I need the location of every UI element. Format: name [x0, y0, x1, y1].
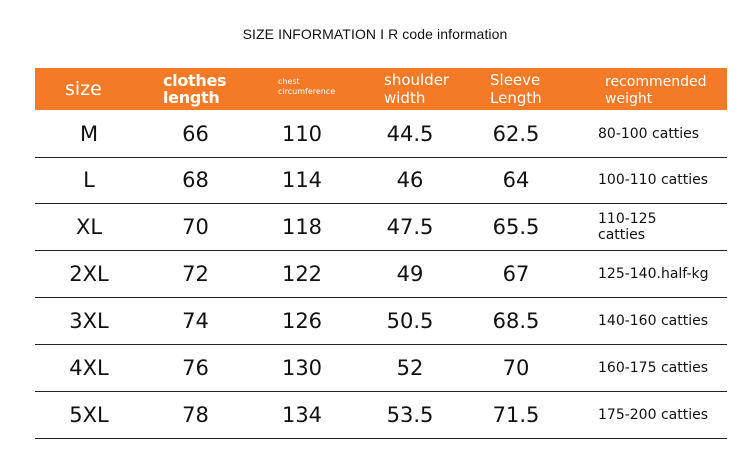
table-row: XL 70 118 47.5 65.5 110-125 catties	[35, 204, 727, 251]
cell-size: XL	[75, 215, 103, 239]
cell-chest: 122	[281, 262, 323, 286]
cell-shoulder: 50.5	[386, 309, 434, 333]
cell-chest: 114	[281, 168, 323, 192]
cell-shoulder: 49	[396, 262, 424, 286]
cell-chest: 134	[281, 403, 323, 427]
cell-chest: 130	[281, 356, 323, 380]
cell-shoulder: 52	[396, 356, 424, 380]
cell-chest: 126	[281, 309, 323, 333]
cell-size: 2XL	[69, 262, 109, 286]
cell-clothes-length: 78	[182, 403, 209, 427]
cell-shoulder: 53.5	[386, 403, 434, 427]
header-size: size	[65, 78, 102, 100]
cell-size: L	[83, 168, 95, 192]
header-chest-circumference: chest circumference	[278, 77, 336, 96]
cell-sleeve: 62.5	[492, 122, 540, 146]
cell-sleeve: 65.5	[492, 215, 540, 239]
cell-weight: 160-175 catties	[598, 360, 708, 376]
cell-weight: 125-140.half-kg	[598, 266, 709, 282]
cell-sleeve: 68.5	[492, 309, 540, 333]
cell-size: M	[79, 122, 99, 146]
table-row: 3XL 74 126 50.5 68.5 140-160 catties	[35, 298, 727, 345]
cell-sleeve: 67	[502, 262, 530, 286]
table-row: L 68 114 46 64 100-110 catties	[35, 157, 727, 204]
table-row: 5XL 78 134 53.5 71.5 175-200 catties	[35, 392, 727, 439]
cell-clothes-length: 74	[182, 309, 209, 333]
cell-clothes-length: 70	[182, 215, 209, 239]
table-header: size clothes length chest circumference …	[35, 68, 727, 110]
table-row: M 66 110 44.5 62.5 80-100 catties	[35, 111, 727, 158]
cell-shoulder: 47.5	[386, 215, 434, 239]
header-recommended-weight: recommended weight	[605, 74, 707, 107]
cell-size: 3XL	[69, 309, 109, 333]
cell-shoulder: 44.5	[386, 122, 434, 146]
cell-size: 4XL	[69, 356, 109, 380]
cell-weight: 140-160 catties	[598, 313, 708, 329]
cell-chest: 118	[281, 215, 323, 239]
cell-weight: 110-125 catties	[598, 211, 657, 243]
table-row: 4XL 76 130 52 70 160-175 catties	[35, 345, 727, 392]
cell-weight: 175-200 catties	[598, 407, 708, 423]
cell-shoulder: 46	[396, 168, 424, 192]
cell-size: 5XL	[69, 403, 109, 427]
cell-clothes-length: 68	[182, 168, 209, 192]
cell-sleeve: 71.5	[492, 403, 540, 427]
page-title: SIZE INFORMATION I R code information	[242, 26, 508, 42]
cell-weight: 80-100 catties	[598, 126, 700, 142]
table-row: 2XL 72 122 49 67 125-140.half-kg	[35, 251, 727, 298]
header-sleeve-length: Sleeve Length	[490, 71, 542, 107]
cell-sleeve: 64	[502, 168, 530, 192]
header-shoulder-width: shoulder width	[384, 71, 450, 107]
cell-clothes-length: 66	[182, 122, 209, 146]
cell-clothes-length: 72	[182, 262, 209, 286]
header-clothes-length: clothes length	[163, 71, 227, 107]
cell-clothes-length: 76	[182, 356, 209, 380]
cell-weight: 100-110 catties	[598, 172, 708, 188]
cell-chest: 110	[281, 122, 323, 146]
cell-sleeve: 70	[502, 356, 530, 380]
